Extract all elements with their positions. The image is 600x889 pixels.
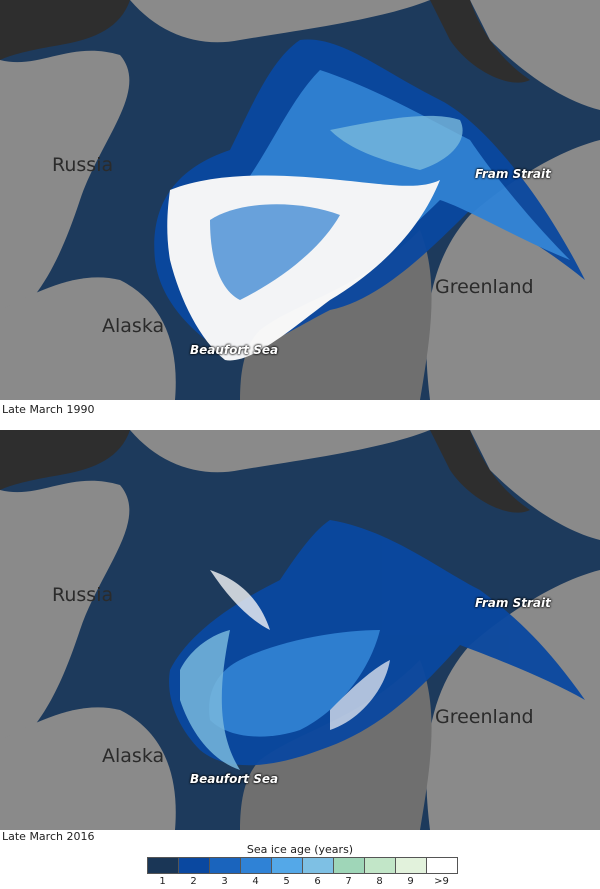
- legend-tick-label: 9: [407, 876, 414, 887]
- land-siberia-top: [130, 430, 430, 473]
- legend-tick-labels: 1 2 3 4 5 6 7 8 9 >9: [147, 876, 457, 887]
- legend-tick-label: 5: [283, 876, 290, 887]
- legend-swatch: [427, 858, 457, 873]
- legend-tick-label: 3: [221, 876, 228, 887]
- map-panel-2016: Russia Alaska Greenland Fram Strait Beau…: [0, 430, 600, 830]
- land-greenland: [426, 140, 600, 400]
- legend-tick-label: 7: [345, 876, 352, 887]
- label-alaska: Alaska: [102, 745, 165, 767]
- label-greenland: Greenland: [435, 276, 534, 298]
- legend-swatch: [179, 858, 210, 873]
- land-alaska: [0, 707, 176, 830]
- legend-swatch: [365, 858, 396, 873]
- land-svalbard: [470, 0, 600, 110]
- legend-color-bar: [147, 857, 458, 874]
- legend-swatch: [272, 858, 303, 873]
- legend-swatch: [210, 858, 241, 873]
- land-svalbard: [470, 430, 600, 540]
- legend-tick-label: 1: [159, 876, 166, 887]
- caption-2016: Late March 2016: [2, 830, 95, 843]
- ice-2016: [169, 520, 585, 770]
- legend-swatch: [303, 858, 334, 873]
- map-panel-1990: Russia Alaska Greenland Fram Strait Beau…: [0, 0, 600, 400]
- label-russia: Russia: [52, 154, 114, 176]
- legend-tick-label: >9: [434, 876, 449, 887]
- land-russia: [0, 480, 130, 760]
- legend-swatch: [241, 858, 272, 873]
- land-greenland: [426, 570, 600, 830]
- label-russia: Russia: [52, 584, 114, 606]
- legend-swatch: [334, 858, 365, 873]
- legend-title: Sea ice age (years): [246, 843, 354, 856]
- legend-tick-label: 6: [314, 876, 321, 887]
- map-2016: [0, 430, 600, 830]
- land-russia: [0, 50, 130, 330]
- legend-swatch: [148, 858, 179, 873]
- legend-tick-label: 2: [190, 876, 197, 887]
- legend-tick-label: 8: [376, 876, 383, 887]
- legend-swatch: [396, 858, 427, 873]
- label-greenland: Greenland: [435, 706, 534, 728]
- label-fram-strait: Fram Strait: [475, 167, 551, 181]
- ice-1990: [154, 39, 586, 361]
- label-fram-strait: Fram Strait: [475, 596, 551, 610]
- label-alaska: Alaska: [102, 315, 165, 337]
- label-beaufort-sea: Beaufort Sea: [190, 772, 279, 786]
- map-1990: [0, 0, 600, 400]
- caption-1990: Late March 1990: [2, 403, 95, 416]
- label-beaufort-sea: Beaufort Sea: [190, 343, 279, 357]
- land-siberia-top: [130, 0, 430, 43]
- land-alaska: [0, 277, 176, 400]
- legend-tick-label: 4: [252, 876, 259, 887]
